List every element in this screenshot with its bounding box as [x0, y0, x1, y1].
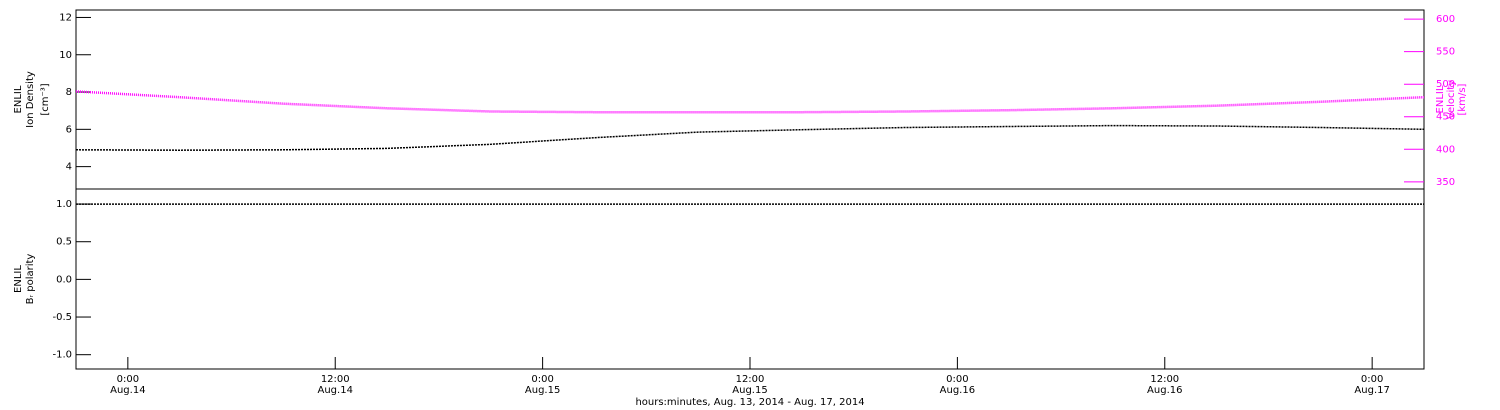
- y2-tick-label: 600: [1436, 14, 1455, 25]
- y2-axis-label: ENLIL: [1435, 85, 1446, 113]
- y2-axis-label: [km/s]: [1457, 83, 1468, 115]
- x-tick-label: 0:00: [117, 374, 139, 385]
- y2-tick-label: 350: [1436, 177, 1455, 188]
- plot-frame: [75, 188, 1425, 370]
- y-tick-label: -0.5: [52, 312, 72, 323]
- x-tick-label: 0:00: [946, 374, 968, 385]
- y-tick-label: 12: [59, 12, 72, 23]
- x-tick-date: Aug.16: [1147, 385, 1182, 396]
- x-tick-date: Aug.16: [940, 385, 975, 396]
- y-axis-label: ENLIL: [13, 265, 24, 293]
- y-axis-label: [cm⁻³]: [40, 83, 51, 115]
- y2-tick-label: 400: [1436, 144, 1455, 155]
- x-tick-label: 12:00: [321, 374, 350, 385]
- plot-frame: [75, 9, 1425, 190]
- x-tick-label: 0:00: [1361, 374, 1383, 385]
- y-axis-label: ENLIL: [13, 85, 24, 113]
- y-tick-label: 1.0: [56, 199, 72, 210]
- x-tick-date: Aug.14: [110, 385, 145, 396]
- y-tick-label: 0.0: [56, 274, 72, 285]
- y2-axis-label: Velocity: [1446, 80, 1457, 119]
- x-tick-date: Aug.17: [1354, 385, 1389, 396]
- x-axis-label: hours:minutes, Aug. 13, 2014 - Aug. 17, …: [635, 397, 864, 408]
- x-tick-label: 12:00: [1150, 374, 1179, 385]
- data-line: [75, 90, 1425, 114]
- y-tick-label: 10: [59, 50, 72, 61]
- data-line: [75, 124, 1425, 151]
- x-tick-label: 12:00: [736, 374, 765, 385]
- y-tick-label: 0.5: [56, 237, 72, 248]
- x-tick-label: 0:00: [531, 374, 553, 385]
- y2-tick-label: 450: [1436, 112, 1455, 123]
- y-tick-label: 4: [66, 162, 72, 173]
- y-axis-label: Bᵣ polarity: [25, 254, 36, 305]
- x-tick-date: Aug.14: [318, 385, 353, 396]
- y2-tick-label: 500: [1436, 79, 1455, 90]
- y-tick-label: 8: [66, 87, 72, 98]
- y-tick-label: -1.0: [52, 350, 72, 361]
- x-tick-date: Aug.15: [525, 385, 560, 396]
- y2-tick-label: 550: [1436, 47, 1455, 58]
- y-axis-label: Ion Density: [25, 71, 36, 128]
- x-tick-date: Aug.15: [732, 385, 767, 396]
- y-tick-label: 6: [66, 124, 72, 135]
